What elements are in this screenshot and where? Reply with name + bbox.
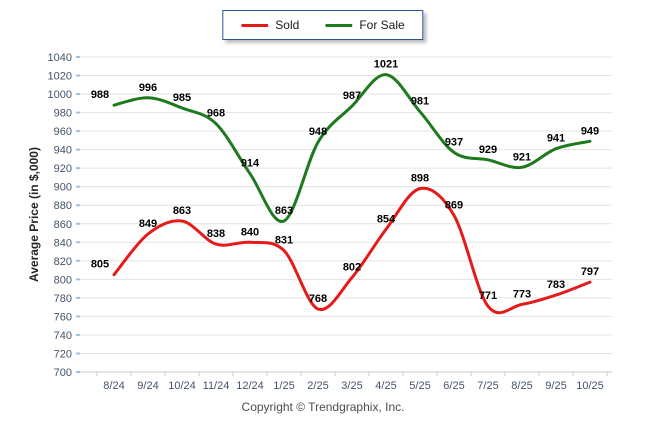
data-label-for-sale-1-25: 863 (275, 205, 293, 217)
y-tick-label-800: 800 (54, 274, 72, 286)
series-line-sold (112, 186, 592, 315)
x-tick-label-3/25: 3/25 (341, 380, 362, 392)
y-tick-label-720: 720 (54, 348, 72, 360)
chart-legend: Sold For Sale (222, 10, 424, 40)
x-tick-label-5/25: 5/25 (409, 380, 430, 392)
data-label-for-sale-11-24: 968 (207, 108, 225, 120)
data-label-sold-1-25: 831 (275, 235, 293, 247)
x-tick-label-1/25: 1/25 (273, 380, 294, 392)
data-label-sold-9-24: 849 (139, 218, 157, 230)
data-label-for-sale-4-25: 1021 (374, 59, 398, 71)
data-label-for-sale-9-25: 941 (547, 133, 565, 145)
y-tick-label-980: 980 (54, 108, 72, 120)
data-label-sold-2-25: 768 (309, 293, 327, 305)
y-tick-label-1020: 1020 (48, 71, 72, 83)
y-tick-label-940: 940 (54, 145, 72, 157)
series-line-for-sale (112, 73, 592, 223)
y-tick-label-1040: 1040 (48, 52, 72, 64)
data-label-sold-8-24: 805 (91, 259, 109, 271)
data-label-for-sale-5-25: 981 (411, 96, 429, 108)
y-tick-label-900: 900 (54, 182, 72, 194)
data-label-sold-9-25: 783 (547, 279, 565, 291)
data-label-sold-7-25: 771 (479, 290, 497, 302)
for-sale-line-swatch (325, 23, 353, 27)
x-tick-label-10/24: 10/24 (168, 380, 196, 392)
x-tick-label-4/25: 4/25 (375, 380, 396, 392)
data-label-sold-8-25: 773 (513, 288, 531, 300)
y-tick-label-1000: 1000 (48, 89, 72, 101)
y-tick-label-780: 780 (54, 293, 72, 305)
data-label-sold-11-24: 838 (207, 228, 225, 240)
y-tick-label-760: 760 (54, 311, 72, 323)
data-label-for-sale-8-25: 921 (513, 151, 531, 163)
legend-item-sold[interactable]: Sold (241, 18, 299, 32)
x-tick-label-6/25: 6/25 (443, 380, 464, 392)
legend-item-for-sale[interactable]: For Sale (325, 18, 405, 32)
x-tick-label-8/24: 8/24 (103, 380, 124, 392)
y-tick-label-880: 880 (54, 200, 72, 212)
data-label-sold-12-24: 840 (241, 226, 259, 238)
x-tick-label-7/25: 7/25 (477, 380, 498, 392)
x-tick-label-12/24: 12/24 (236, 380, 264, 392)
x-tick-label-9/25: 9/25 (545, 380, 566, 392)
data-label-for-sale-10-25: 949 (581, 125, 599, 137)
data-label-for-sale-10-24: 985 (173, 92, 191, 104)
data-label-sold-5-25: 898 (411, 173, 429, 185)
data-label-sold-6-25: 869 (445, 199, 463, 211)
sold-line-swatch (241, 23, 269, 27)
data-label-sold-3-25: 802 (343, 262, 361, 274)
y-tick-label-820: 820 (54, 256, 72, 268)
data-label-sold-10-24: 863 (173, 205, 191, 217)
x-tick-label-9/24: 9/24 (137, 380, 158, 392)
copyright-text: Copyright © Trendgraphix, Inc. (241, 400, 405, 414)
legend-label-for-sale: For Sale (359, 18, 405, 32)
data-label-for-sale-8-24: 988 (91, 89, 109, 101)
y-axis-title: Average Price (in $,000) (27, 147, 41, 282)
data-label-for-sale-9-24: 996 (139, 82, 157, 94)
x-tick-label-10/25: 10/25 (576, 380, 604, 392)
x-tick-label-8/25: 8/25 (511, 380, 532, 392)
data-label-for-sale-12-24: 914 (241, 158, 260, 170)
y-tick-label-840: 840 (54, 237, 72, 249)
data-label-sold-10-25: 797 (581, 266, 599, 278)
data-label-for-sale-2-25: 948 (309, 126, 327, 138)
x-tick-label-11/24: 11/24 (203, 380, 230, 392)
y-tick-label-920: 920 (54, 163, 72, 175)
data-label-for-sale-3-25: 987 (343, 90, 361, 102)
y-tick-label-960: 960 (54, 126, 72, 138)
data-label-sold-4-25: 854 (377, 213, 396, 225)
y-tick-label-700: 700 (54, 367, 72, 379)
legend-label-sold: Sold (275, 18, 300, 32)
y-tick-label-860: 860 (54, 219, 72, 231)
y-tick-label-740: 740 (54, 330, 72, 342)
x-tick-label-2/25: 2/25 (307, 380, 328, 392)
data-label-for-sale-7-25: 929 (479, 144, 497, 156)
data-label-for-sale-6-25: 937 (445, 136, 463, 148)
